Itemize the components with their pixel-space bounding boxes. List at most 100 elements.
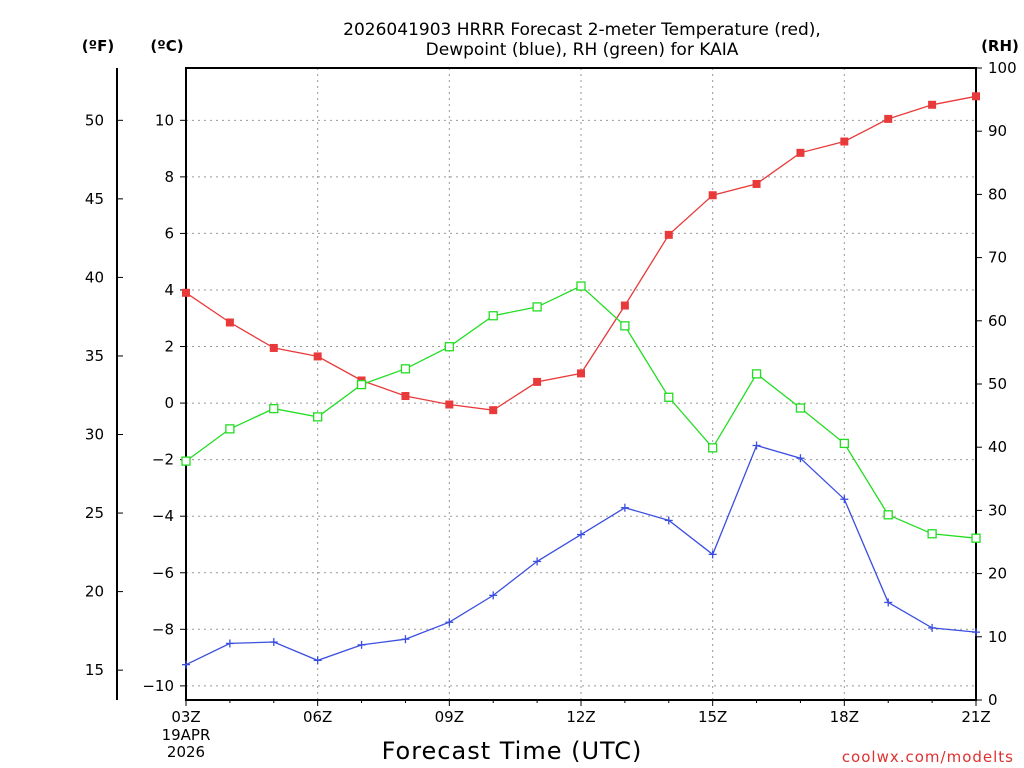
dewpoint-point [708, 550, 717, 559]
chart-title-line-2: Dewpoint (blue), RH (green) for KAIA [426, 40, 739, 60]
temperature-point [269, 343, 278, 352]
fahrenheit-tick-label: 45 [85, 190, 104, 208]
rh-tick-label: 0 [988, 691, 998, 709]
celsius-tick-label: 6 [164, 224, 174, 242]
rh-tick-label: 10 [988, 628, 1007, 646]
fahrenheit-tick-label: 40 [85, 268, 104, 286]
fahrenheit-tick-label: 20 [85, 583, 104, 601]
rh-point [400, 364, 411, 374]
data-series [181, 92, 981, 669]
chart-title-line-1: 2026041903 HRRR Forecast 2-meter Tempera… [343, 20, 821, 40]
temperature-point [928, 100, 937, 109]
rh-tick-label: 50 [988, 375, 1007, 393]
fahrenheit-tick-label: 30 [85, 426, 104, 444]
dewpoint-point [577, 530, 585, 539]
celsius-tick-label: 10 [155, 111, 174, 129]
rh-point [488, 311, 498, 321]
celsius-tick-label: −10 [142, 677, 174, 695]
temperature-point [884, 114, 893, 123]
x-axis-title: Forecast Time (UTC) [382, 737, 643, 765]
dewpoint-point [489, 591, 498, 600]
rh-point [927, 529, 937, 539]
rh-point [620, 321, 630, 331]
celsius-tick-label: −4 [152, 507, 174, 525]
fahrenheit-tick-label: 35 [85, 347, 104, 365]
x-tick-label: 18Z [830, 708, 859, 726]
x-tick-label: 06Z [303, 708, 332, 726]
dewpoint-point [357, 640, 366, 649]
dewpoint-point [620, 503, 629, 512]
rh-point [795, 403, 806, 413]
temperature-point [577, 369, 585, 378]
rh-point [313, 412, 323, 422]
rh-point [883, 510, 893, 520]
dewpoint-point [840, 495, 849, 504]
temperature-point [620, 301, 629, 310]
temperature-point [401, 392, 410, 401]
date-label-line-1: 19APR [162, 726, 211, 744]
dewpoint-point [928, 623, 937, 632]
dewpoint-point [225, 639, 234, 648]
celsius-tick-label: 4 [164, 281, 174, 299]
dewpoint-point [401, 635, 410, 644]
rh-point [181, 456, 191, 466]
rh-point [532, 302, 542, 312]
temperature-point [796, 148, 805, 157]
temperature-point [489, 406, 498, 415]
plot-frame [185, 67, 977, 701]
grid [186, 68, 976, 700]
rh-point [225, 424, 235, 434]
fahrenheit-unit-label: (ºF) [82, 37, 114, 55]
rh-unit-label: (RH) [981, 37, 1019, 55]
rh-tick-label: 100 [988, 59, 1017, 77]
temperature-point [972, 92, 980, 101]
fahrenheit-tick-label: 50 [85, 111, 104, 129]
rh-point [269, 403, 279, 414]
rh-point [708, 443, 718, 453]
rh-point [576, 281, 586, 291]
rh-tick-label: 90 [988, 122, 1007, 140]
temperature-point [752, 179, 761, 188]
temperature-point [182, 288, 190, 297]
dewpoint-point [445, 618, 454, 627]
rh-point [839, 438, 849, 449]
axis-ticks: 03Z 06Z 09Z 12Z 15Z 18Z 21Z −10 −8 −6 −4 −2 0 2 4 6 8 10 1… [85, 59, 1017, 726]
dewpoint-point [972, 628, 980, 637]
fahrenheit-tick-label: 15 [85, 661, 104, 679]
dewpoint-point [313, 656, 322, 665]
temperature-point [445, 400, 454, 409]
rh-point [751, 369, 762, 379]
x-tick-label: 15Z [698, 708, 727, 726]
celsius-tick-label: −2 [152, 451, 174, 469]
x-tick-label: 12Z [566, 708, 595, 726]
x-tick-label: 21Z [961, 708, 990, 726]
credit-label: coolwx.com/modelts [842, 748, 1014, 766]
dewpoint-point [796, 454, 805, 463]
temperature-point [225, 318, 234, 327]
dewpoint-point [533, 557, 542, 566]
celsius-tick-label: 8 [164, 168, 174, 186]
date-label-line-2: 2026 [167, 743, 205, 761]
rh-tick-label: 60 [988, 312, 1007, 330]
rh-point [664, 392, 674, 402]
dewpoint-point [664, 516, 673, 525]
rh-tick-label: 20 [988, 565, 1007, 583]
dewpoint-point [884, 598, 893, 607]
celsius-unit-label: (ºC) [150, 37, 183, 55]
temperature-point [313, 352, 322, 361]
celsius-tick-label: 0 [164, 394, 174, 412]
fahrenheit-tick-label: 25 [85, 504, 104, 522]
rh-tick-label: 80 [988, 185, 1007, 203]
dewpoint-point [269, 638, 278, 647]
celsius-tick-label: −6 [152, 564, 174, 582]
x-tick-label: 09Z [435, 708, 464, 726]
dewpoint-point [752, 441, 761, 450]
temperature-point [664, 230, 673, 239]
temperature-point [840, 137, 849, 146]
rh-point [356, 379, 367, 390]
rh-tick-label: 40 [988, 438, 1007, 456]
celsius-tick-label: 2 [164, 338, 174, 356]
temperature-point [533, 377, 542, 386]
rh-tick-label: 30 [988, 501, 1007, 519]
